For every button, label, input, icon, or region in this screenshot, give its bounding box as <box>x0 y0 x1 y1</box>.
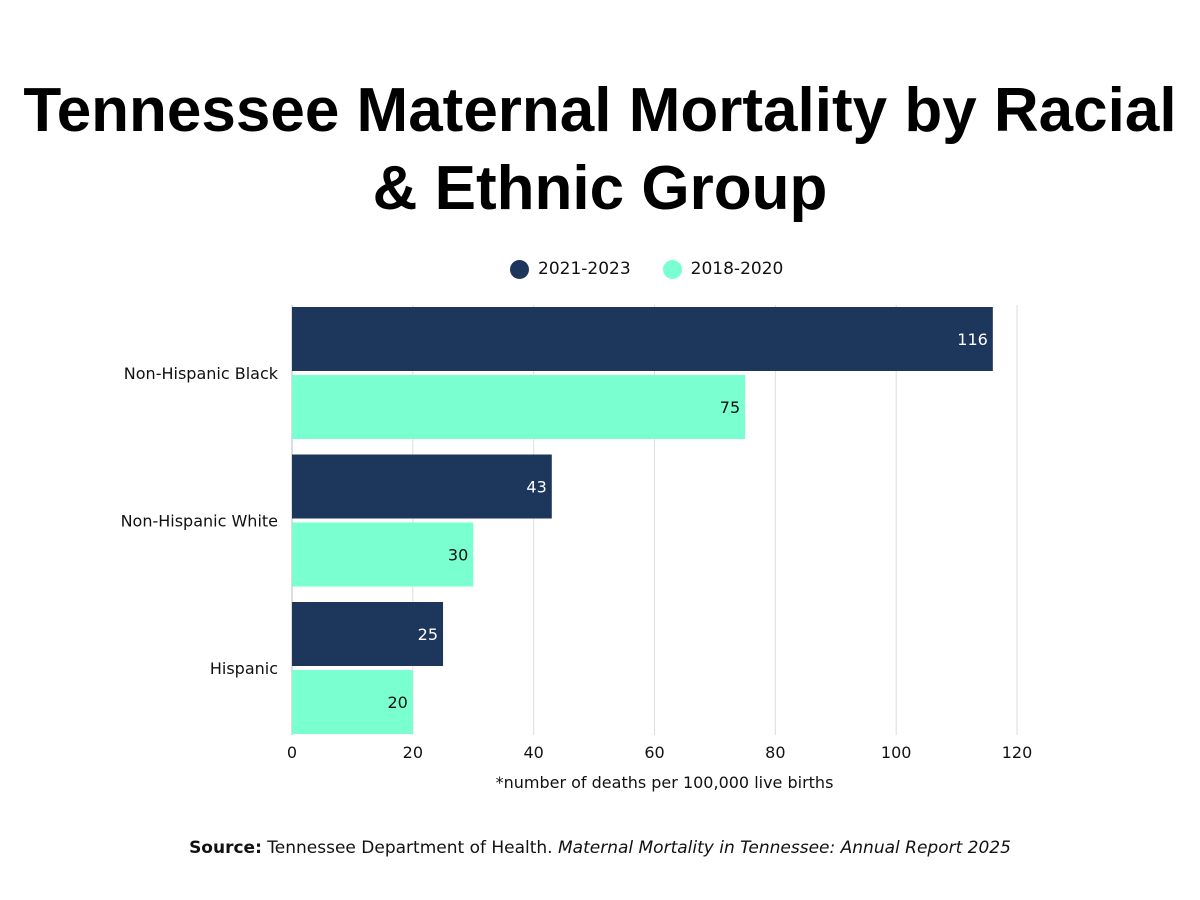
bar <box>292 522 474 587</box>
data-label: 20 <box>387 693 407 712</box>
x-axis-label: *number of deaths per 100,000 live birth… <box>496 773 834 792</box>
data-label: 116 <box>957 330 988 349</box>
data-label: 30 <box>448 546 468 565</box>
data-label: 25 <box>418 625 438 644</box>
bar <box>292 670 413 734</box>
source-text: Tennessee Department of Health. <box>267 838 553 858</box>
x-tick-label: 100 <box>881 743 912 762</box>
bar <box>292 375 746 439</box>
x-tick-label: 0 <box>287 743 297 762</box>
chart-title: Tennessee Maternal Mortality by Racial &… <box>0 72 1200 228</box>
source-label: Source: <box>189 838 262 858</box>
legend-label: 2021-2023 <box>538 259 631 279</box>
category-label: Non-Hispanic Black <box>124 364 279 383</box>
legend-item-2018-2020: 2018-2020 <box>662 259 784 279</box>
x-tick-label: 60 <box>644 743 664 762</box>
data-label: 43 <box>526 478 546 497</box>
source-note: Source: Tennessee Department of Health. … <box>0 838 1200 858</box>
legend-marker <box>510 259 529 279</box>
x-tick-label: 80 <box>765 743 785 762</box>
x-tick-label: 40 <box>523 743 543 762</box>
x-tick-label: 20 <box>403 743 423 762</box>
legend-item-2021-2023: 2021-2023 <box>510 259 631 279</box>
source-report: Maternal Mortality in Tennessee: Annual … <box>558 838 1011 858</box>
legend: 2021-2023 2018-2020 <box>510 259 815 279</box>
data-label: 75 <box>720 398 740 417</box>
bar <box>292 454 552 519</box>
legend-label: 2018-2020 <box>690 259 784 279</box>
legend-marker <box>662 259 682 279</box>
bar <box>292 307 993 371</box>
category-label: Hispanic <box>210 659 278 678</box>
x-tick-label: 120 <box>1002 743 1033 762</box>
category-label: Non-Hispanic White <box>121 512 278 531</box>
chart-title-text: Tennessee Maternal Mortality by Racial &… <box>23 76 1177 223</box>
bar <box>292 602 444 666</box>
